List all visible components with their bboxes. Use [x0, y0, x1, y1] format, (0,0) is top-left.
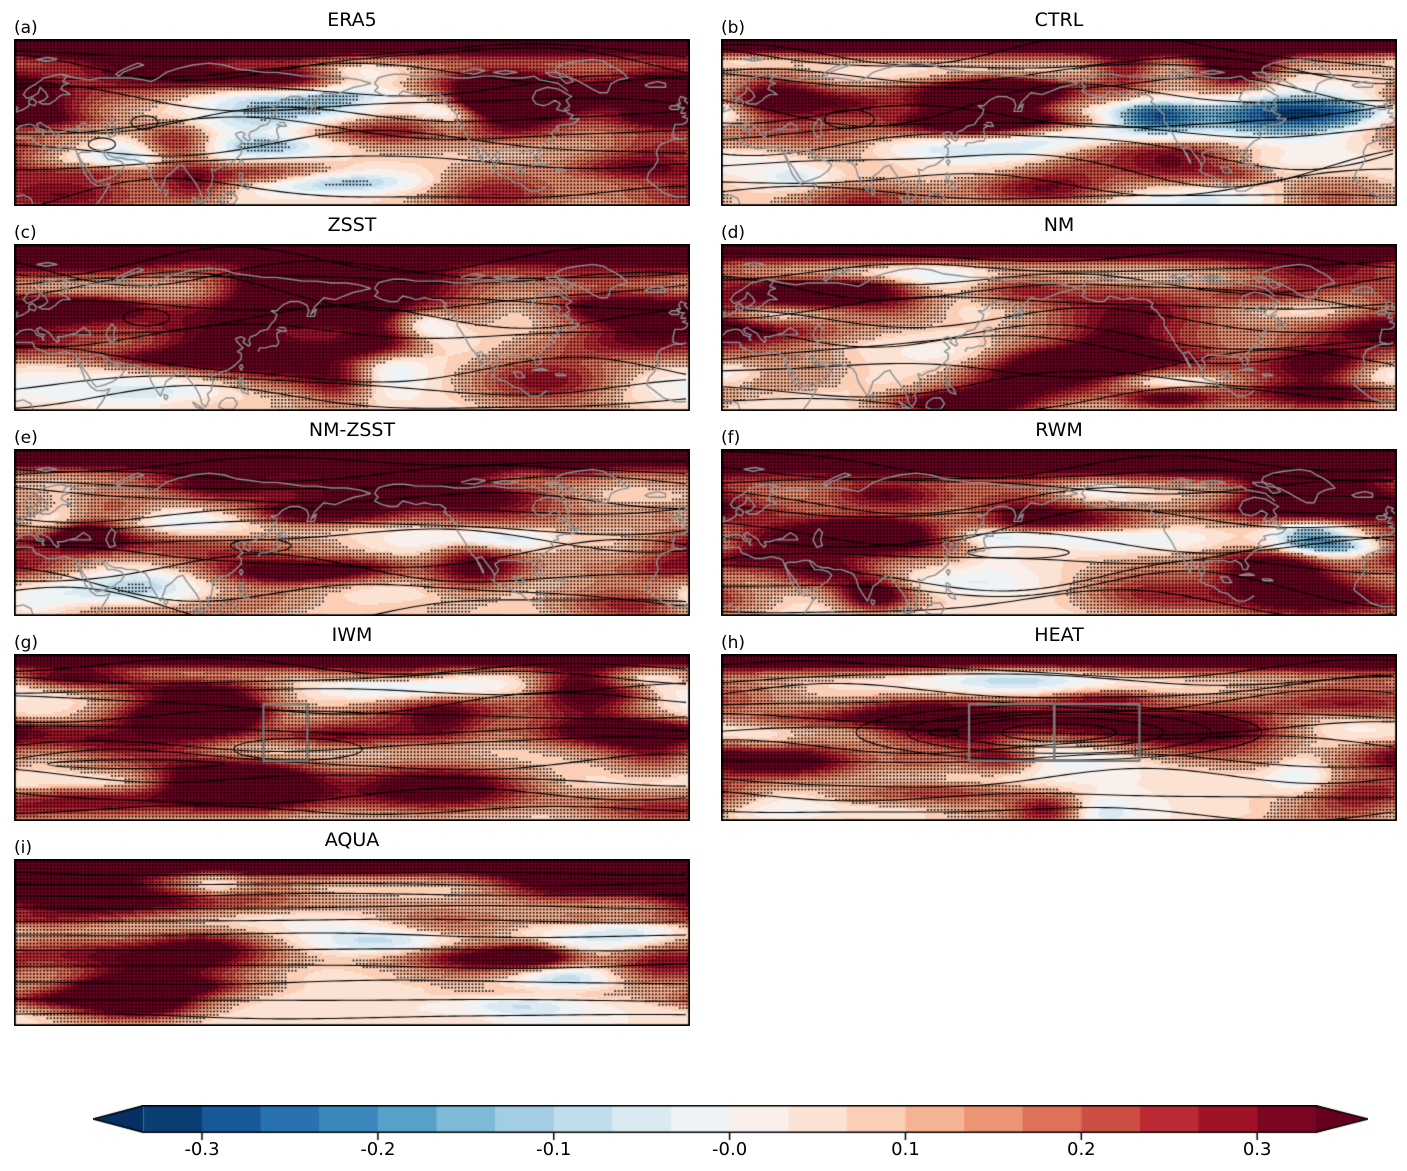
panel-h: HEAT (h): [721, 624, 1397, 821]
colorbar-canvas: [93, 1105, 1368, 1147]
panel-label: (f): [721, 428, 741, 448]
panel-title: NM-ZSST: [308, 419, 396, 441]
panel-d: NM (d): [721, 214, 1397, 411]
panel-title: IWM: [331, 624, 373, 646]
panel-c: ZSST (c): [14, 214, 690, 411]
colorbar-tick-label: -0.3: [184, 1139, 220, 1160]
panel-label: (b): [721, 18, 746, 38]
panel-e: NM-ZSST (e): [14, 419, 690, 616]
panel-label: (h): [721, 633, 746, 653]
colorbar-tick-label: -0.0: [712, 1139, 748, 1160]
panel-title: ERA5: [327, 9, 377, 31]
panel-title: ZSST: [327, 214, 377, 236]
colorbar-tick-label: 0.2: [1066, 1139, 1096, 1160]
panel-i: AQUA (i): [14, 829, 690, 1026]
panel-map-canvas: [14, 244, 690, 411]
panel-map-canvas: [721, 654, 1397, 821]
panel-title: AQUA: [324, 829, 380, 851]
colorbar-tick-label: 0.1: [891, 1139, 920, 1160]
panel-a: ERA5 (a): [14, 9, 690, 206]
colorbar-tick-label: 0.3: [1242, 1139, 1272, 1160]
panel-label: (d): [721, 223, 746, 243]
panel-label: (i): [14, 838, 32, 858]
panel-label: (a): [14, 18, 38, 38]
panel-label: (g): [14, 633, 39, 653]
panel-f: RWM (f): [721, 419, 1397, 616]
panel-map-canvas: [14, 39, 690, 206]
colorbar-tick-label: -0.1: [536, 1139, 572, 1160]
panel-title: CTRL: [1034, 9, 1084, 31]
panel-b: CTRL (b): [721, 9, 1397, 206]
panel-map-canvas: [14, 859, 690, 1026]
panel-map-canvas: [721, 244, 1397, 411]
panel-map-canvas: [721, 449, 1397, 616]
panel-map-canvas: [14, 654, 690, 821]
panel-title: NM: [1043, 214, 1075, 236]
panel-g: IWM (g): [14, 624, 690, 821]
panel-map-canvas: [721, 39, 1397, 206]
colorbar-tick-label: -0.2: [360, 1139, 396, 1160]
panel-label: (c): [14, 223, 37, 243]
panel-title: HEAT: [1034, 624, 1084, 646]
panel-label: (e): [14, 428, 38, 448]
panel-title: RWM: [1035, 419, 1083, 441]
panel-map-canvas: [14, 449, 690, 616]
